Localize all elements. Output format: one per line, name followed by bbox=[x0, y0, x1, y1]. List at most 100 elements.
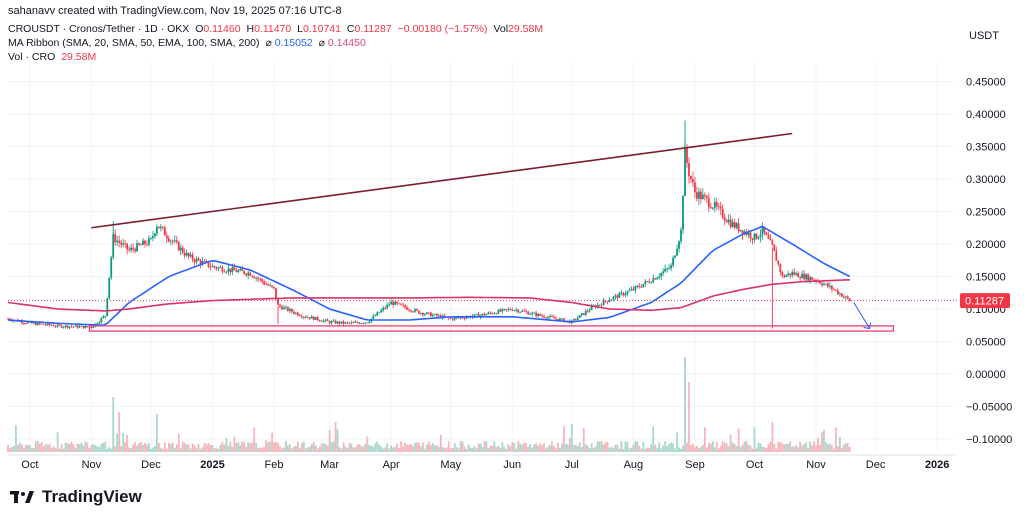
candle-body bbox=[163, 227, 166, 236]
volume-bar bbox=[739, 446, 742, 452]
volume-bar bbox=[646, 447, 649, 452]
support-rectangle-drawing[interactable] bbox=[88, 325, 895, 332]
volume-bar bbox=[493, 441, 496, 452]
time-axis-tick: May bbox=[440, 459, 461, 471]
candle-body bbox=[638, 285, 641, 287]
candle-body bbox=[551, 316, 553, 317]
candle-body bbox=[356, 321, 359, 323]
candle-body bbox=[102, 316, 105, 319]
volume-bar bbox=[157, 442, 160, 452]
projection-arrow-drawing[interactable] bbox=[853, 302, 872, 330]
volume-bar bbox=[13, 445, 15, 452]
volume-bar bbox=[642, 441, 645, 452]
candle bbox=[731, 218, 734, 228]
volume-bar bbox=[82, 445, 85, 452]
volume-bar bbox=[372, 446, 375, 452]
volume-bar bbox=[106, 448, 109, 452]
volume-bar bbox=[197, 444, 200, 452]
candle-body bbox=[511, 309, 514, 311]
candle bbox=[124, 240, 127, 248]
volume-bar bbox=[235, 442, 238, 452]
volume-bar bbox=[769, 441, 772, 452]
candle bbox=[259, 277, 262, 282]
candle bbox=[521, 309, 524, 313]
volume-bar bbox=[676, 432, 678, 452]
candle bbox=[493, 311, 496, 315]
candle-body bbox=[161, 226, 164, 228]
volume-bar bbox=[201, 447, 204, 452]
volume-bar bbox=[398, 448, 401, 452]
volume-bar bbox=[322, 443, 325, 452]
candle-body bbox=[90, 327, 93, 328]
candle-body bbox=[132, 247, 134, 250]
candle bbox=[713, 197, 716, 212]
candle bbox=[24, 322, 27, 325]
volume-bar bbox=[58, 448, 61, 452]
volume-bar bbox=[497, 445, 500, 452]
candle-body bbox=[193, 259, 196, 263]
candle bbox=[52, 324, 55, 327]
volume-bar bbox=[564, 443, 567, 452]
candle-body bbox=[112, 234, 115, 258]
volume-bar bbox=[463, 446, 466, 452]
volume-bar bbox=[630, 447, 633, 452]
volume-bar bbox=[306, 447, 309, 452]
candle-body bbox=[159, 226, 162, 229]
volume-bar bbox=[527, 446, 530, 452]
volume-bar bbox=[28, 445, 31, 452]
volume-bar bbox=[608, 447, 611, 452]
candle bbox=[825, 283, 827, 286]
candle bbox=[422, 312, 424, 318]
candle bbox=[308, 317, 311, 321]
candle bbox=[72, 326, 75, 329]
candle-body bbox=[618, 292, 621, 298]
candle-body bbox=[416, 309, 418, 311]
candle bbox=[118, 235, 121, 248]
candle-body bbox=[76, 325, 79, 328]
candle-body bbox=[86, 326, 89, 328]
candle-body bbox=[840, 293, 843, 297]
ma-ribbon-legend[interactable]: MA Ribbon (SMA, 20, SMA, 50, EMA, 100, S… bbox=[8, 36, 366, 50]
volume-bar bbox=[302, 441, 305, 452]
candle-body bbox=[54, 326, 57, 328]
candle-body bbox=[322, 320, 325, 322]
candle bbox=[138, 242, 140, 246]
candle-body bbox=[144, 240, 146, 245]
volume-bar bbox=[422, 442, 424, 452]
candle-body bbox=[302, 316, 305, 318]
candle-body bbox=[128, 249, 131, 251]
volume-bar bbox=[690, 444, 692, 452]
candle-body bbox=[535, 312, 537, 316]
candle-body bbox=[110, 257, 113, 278]
volume-bar bbox=[330, 442, 333, 452]
symbol-name[interactable]: CROUSDT · Cronos/Tether · 1D · OKX bbox=[8, 23, 190, 35]
candle bbox=[203, 258, 206, 262]
volume-bar bbox=[142, 444, 144, 452]
volume-bar bbox=[163, 442, 166, 452]
candle bbox=[189, 251, 192, 258]
candle-body bbox=[531, 312, 534, 315]
candle-body bbox=[491, 313, 494, 314]
volume-bar bbox=[199, 448, 202, 452]
candle bbox=[626, 290, 629, 297]
candle bbox=[418, 310, 420, 315]
candle bbox=[420, 312, 422, 316]
volume-bar bbox=[658, 442, 661, 452]
volume-bar bbox=[90, 445, 93, 452]
candle-body bbox=[670, 265, 672, 269]
volume-bar bbox=[134, 442, 136, 452]
volume-bar bbox=[457, 448, 460, 452]
candle bbox=[660, 272, 663, 281]
volume-bar bbox=[626, 441, 629, 452]
price-axis-labels: 0.45000 0.40000 0.35000 0.30000 0.25000 0.200… bbox=[966, 77, 1012, 447]
trendline-drawing[interactable] bbox=[91, 132, 793, 229]
candle bbox=[646, 280, 649, 283]
candle-body bbox=[717, 206, 720, 208]
candle-body bbox=[461, 317, 464, 319]
volume-bar bbox=[96, 446, 99, 452]
candle-body bbox=[739, 230, 742, 232]
volume-legend[interactable]: Vol · CRO 29.58M bbox=[8, 50, 96, 64]
candle-body bbox=[721, 208, 724, 218]
candle-body bbox=[142, 240, 144, 245]
